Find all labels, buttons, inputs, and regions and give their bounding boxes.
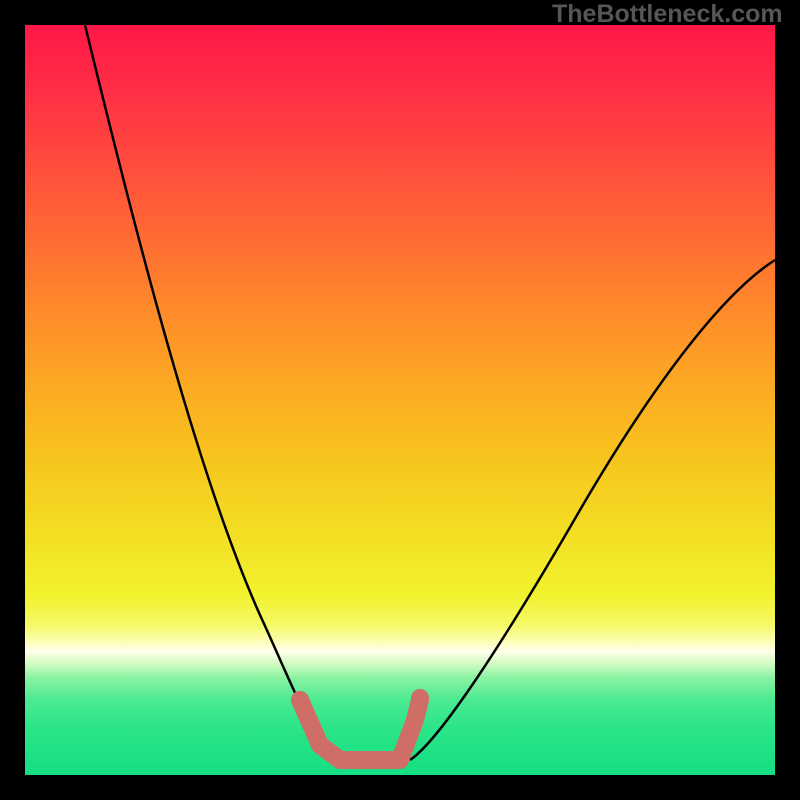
bottleneck-chart — [0, 0, 800, 800]
gradient-background — [25, 25, 775, 775]
optimal-range-endpoint — [291, 691, 309, 709]
watermark-text: TheBottleneck.com — [552, 0, 783, 29]
optimal-range-endpoint — [411, 689, 429, 707]
